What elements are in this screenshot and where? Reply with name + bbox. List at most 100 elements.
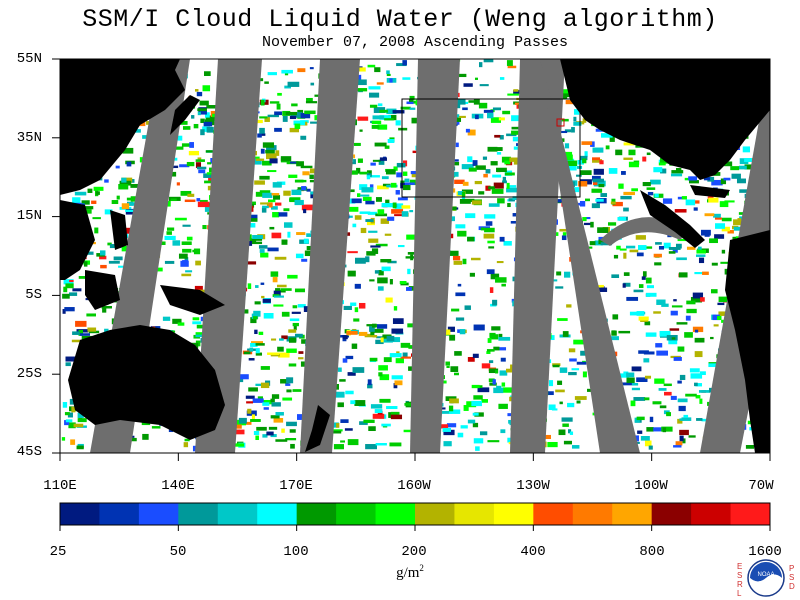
cloud-cell: [507, 437, 513, 443]
cloud-cell: [500, 357, 506, 362]
cloud-cell: [148, 50, 156, 55]
cloud-cell: [184, 438, 190, 442]
cloud-cell: [389, 353, 402, 358]
cloud-cell: [483, 109, 494, 113]
cloud-cell: [548, 404, 556, 411]
cloud-cell: [486, 269, 495, 275]
cloud-cell: [501, 382, 506, 387]
cloud-cell: [562, 331, 569, 337]
cloud-cell: [636, 311, 645, 316]
cloud-cell: [462, 258, 467, 265]
cloud-cell: [474, 28, 486, 34]
colorbar-swatch: [651, 503, 692, 525]
cloud-cell: [78, 276, 88, 279]
land-masses: [60, 59, 770, 453]
cloud-cell: [473, 438, 484, 444]
cloud-cell: [220, 30, 230, 34]
cloud-cell: [557, 380, 563, 385]
cloud-cell: [663, 50, 675, 53]
cloud-cell: [187, 193, 195, 197]
cloud-cell: [396, 172, 402, 178]
cloud-cell: [193, 123, 199, 129]
cloud-cell: [381, 176, 389, 180]
cloud-cell: [582, 158, 587, 164]
cloud-cell: [436, 424, 449, 429]
cloud-cell: [449, 334, 456, 341]
cloud-cell: [719, 201, 729, 208]
cloud-cell: [686, 246, 696, 250]
cloud-cell: [289, 318, 300, 322]
cloud-cell: [370, 245, 381, 248]
cloud-cell: [228, 48, 240, 51]
cloud-cell: [65, 283, 74, 289]
cloud-cell: [100, 250, 106, 256]
cloud-cell: [555, 286, 564, 289]
cloud-cell: [359, 194, 370, 197]
cloud-cell: [357, 158, 363, 163]
cloud-cell: [479, 84, 489, 87]
cloud-cell: [609, 336, 619, 341]
cloud-cell: [514, 102, 522, 105]
cloud-cell: [296, 232, 306, 236]
cloud-cell: [487, 112, 494, 119]
cloud-cell: [506, 60, 513, 66]
cloud-cell: [380, 337, 384, 343]
cloud-cell: [380, 259, 392, 263]
cloud-cell: [266, 202, 273, 208]
cloud-cell: [400, 106, 411, 110]
cloud-cell: [367, 383, 373, 389]
cloud-cell: [600, 31, 606, 35]
cloud-cell: [286, 348, 297, 353]
cloud-cell: [621, 171, 626, 175]
cloud-cell: [233, 424, 242, 429]
cloud-cell: [673, 40, 683, 45]
cloud-cell: [464, 305, 471, 310]
cloud-cell: [368, 238, 379, 243]
cloud-cell: [612, 314, 619, 320]
cloud-cell: [304, 35, 314, 38]
cloud-cell: [197, 201, 210, 208]
cloud-cell: [661, 426, 673, 432]
cloud-cell: [376, 82, 384, 85]
cloud-cell: [261, 207, 267, 213]
cloud-cell: [295, 253, 304, 259]
cloud-cell: [745, 445, 755, 449]
cloud-cell: [348, 215, 353, 218]
cloud-cell: [631, 188, 638, 192]
cloud-cell: [229, 52, 233, 57]
cloud-cell: [577, 159, 584, 165]
cloud-cell: [255, 191, 263, 197]
cloud-cell: [104, 328, 109, 333]
cloud-cell: [591, 203, 600, 209]
cloud-cell: [608, 168, 618, 174]
lon-label-70w: 70W: [748, 478, 774, 494]
cloud-cell: [688, 31, 693, 34]
cloud-cell: [633, 289, 644, 293]
cloud-cell: [269, 45, 273, 48]
cloud-cell: [406, 101, 414, 105]
cloud-cell: [564, 129, 572, 133]
cloud-cell: [371, 124, 380, 129]
land-indochina: [60, 200, 95, 280]
cloud-cell: [612, 201, 623, 207]
cloud-cell: [170, 198, 177, 202]
cloud-cell: [81, 32, 89, 36]
cloud-cell: [488, 203, 500, 207]
cloud-cell: [234, 443, 245, 447]
cloud-cell: [190, 46, 193, 49]
cloud-cell: [378, 270, 384, 276]
cloud-cell: [384, 145, 390, 149]
cloud-cell: [121, 245, 131, 252]
cloud-cell: [499, 77, 505, 80]
cloud-cell: [289, 127, 300, 133]
cloud-cell: [347, 439, 359, 446]
land-japan: [170, 95, 200, 135]
cloud-cell: [367, 211, 378, 215]
cloud-cell: [356, 79, 367, 86]
cloud-cell: [353, 142, 361, 146]
cloud-cell: [591, 175, 601, 181]
cloud-cell: [673, 445, 682, 448]
cloud-cell: [492, 107, 501, 111]
cloud-cell: [310, 121, 318, 124]
cloud-cell: [455, 142, 459, 148]
